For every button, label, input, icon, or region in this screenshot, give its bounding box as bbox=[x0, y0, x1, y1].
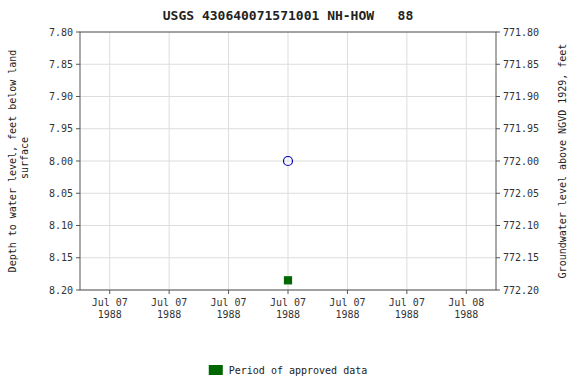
tick-label: 7.85 bbox=[49, 59, 73, 70]
tick-label: 7.95 bbox=[49, 123, 73, 134]
tick bbox=[466, 290, 467, 294]
tick bbox=[109, 290, 110, 294]
tick-label: 771.90 bbox=[503, 91, 539, 102]
tick bbox=[406, 290, 407, 294]
tick-label: Jul 071988 bbox=[151, 297, 187, 320]
point bbox=[285, 277, 292, 284]
y-axis-label-line: Depth to water level, feet below land bbox=[7, 50, 18, 273]
grid-line bbox=[406, 32, 407, 290]
tick bbox=[76, 96, 80, 97]
background bbox=[0, 0, 576, 384]
tick-label: Jul 071988 bbox=[389, 297, 425, 320]
axes: 7.80 7.85 7.90 7.95 8.00 8.05 8.10 8.15 8.20 772.… bbox=[49, 27, 539, 321]
tick-label-line: Jul 07 bbox=[151, 297, 187, 308]
tick-label: Jul 071988 bbox=[92, 297, 128, 320]
tick bbox=[228, 290, 229, 294]
tick-label: 8.00 bbox=[49, 156, 73, 167]
tick-label: 8.15 bbox=[49, 252, 73, 263]
tick-label: 7.80 bbox=[49, 27, 73, 38]
tick-label-line: Jul 07 bbox=[329, 297, 365, 308]
chart: 7.80 7.85 7.90 7.95 8.00 8.05 8.10 8.15 8.20 772.… bbox=[0, 0, 576, 384]
grid-line bbox=[228, 32, 229, 290]
tick-label-line: Jul 07 bbox=[92, 297, 128, 308]
tick-label: Jul 081988 bbox=[448, 297, 484, 320]
y-axis-label: Depth to water level, feet below land su… bbox=[7, 50, 30, 273]
tick bbox=[496, 225, 500, 226]
tick-label: 772.15 bbox=[503, 252, 539, 263]
tick-label-line: 1988 bbox=[276, 309, 300, 320]
tick bbox=[76, 193, 80, 194]
tick bbox=[496, 193, 500, 194]
y2-axis-label: Groundwater level above NGVD 1929, feet bbox=[557, 44, 568, 279]
tick bbox=[288, 290, 289, 294]
tick-label-line: 1988 bbox=[98, 309, 122, 320]
grid-line bbox=[109, 32, 110, 290]
y-axis-label-line: surface bbox=[19, 137, 30, 185]
grid-line bbox=[466, 32, 467, 290]
tick-label-line: 1988 bbox=[395, 309, 419, 320]
tick-label: 771.80 bbox=[503, 27, 539, 38]
grid-line bbox=[288, 32, 289, 290]
tick bbox=[76, 32, 80, 33]
tick-label: 771.95 bbox=[503, 123, 539, 134]
tick bbox=[496, 257, 500, 258]
tick-label-line: 1988 bbox=[217, 309, 241, 320]
tick bbox=[76, 64, 80, 65]
plot-frame bbox=[80, 32, 496, 290]
tick-label-line: 1988 bbox=[157, 309, 181, 320]
tick bbox=[76, 257, 80, 258]
tick-label-line: 1988 bbox=[454, 309, 478, 320]
tick bbox=[169, 290, 170, 294]
tick-label: 772.10 bbox=[503, 220, 539, 231]
tick-label: 7.90 bbox=[49, 91, 73, 102]
tick-label: 8.10 bbox=[49, 220, 73, 231]
tick bbox=[76, 225, 80, 226]
tick-label: 8.05 bbox=[49, 188, 73, 199]
tick-label-line: Jul 07 bbox=[211, 297, 247, 308]
marks bbox=[284, 157, 293, 284]
tick-label-line: 1988 bbox=[335, 309, 359, 320]
tick-label: 772.20 bbox=[503, 285, 539, 296]
grid bbox=[80, 32, 496, 290]
tick-label-line: Jul 07 bbox=[270, 297, 306, 308]
grid-line bbox=[169, 32, 170, 290]
legend-swatch bbox=[209, 365, 223, 375]
tick-label: 772.05 bbox=[503, 188, 539, 199]
tick-label-line: Jul 07 bbox=[389, 297, 425, 308]
tick bbox=[496, 128, 500, 129]
point bbox=[284, 157, 293, 166]
tick-label-line: Jul 08 bbox=[448, 297, 484, 308]
tick bbox=[496, 96, 500, 97]
tick bbox=[76, 290, 80, 291]
tick bbox=[496, 64, 500, 65]
grid-line bbox=[347, 32, 348, 290]
legend-label: Period of approved data bbox=[229, 365, 367, 376]
tick-label: Jul 071988 bbox=[329, 297, 365, 320]
tick bbox=[496, 161, 500, 162]
tick-label: 771.85 bbox=[503, 59, 539, 70]
tick bbox=[347, 290, 348, 294]
tick bbox=[496, 32, 500, 33]
title: USGS 430640071571001 NH-HOW 88 bbox=[163, 8, 414, 23]
tick bbox=[76, 128, 80, 129]
tick-label: 8.20 bbox=[49, 285, 73, 296]
tick-label: Jul 071988 bbox=[270, 297, 306, 320]
tick bbox=[76, 161, 80, 162]
tick-label: Jul 071988 bbox=[211, 297, 247, 320]
tick-label: 772.00 bbox=[503, 156, 539, 167]
tick bbox=[496, 290, 500, 291]
legend: Period of approved data bbox=[209, 365, 367, 376]
